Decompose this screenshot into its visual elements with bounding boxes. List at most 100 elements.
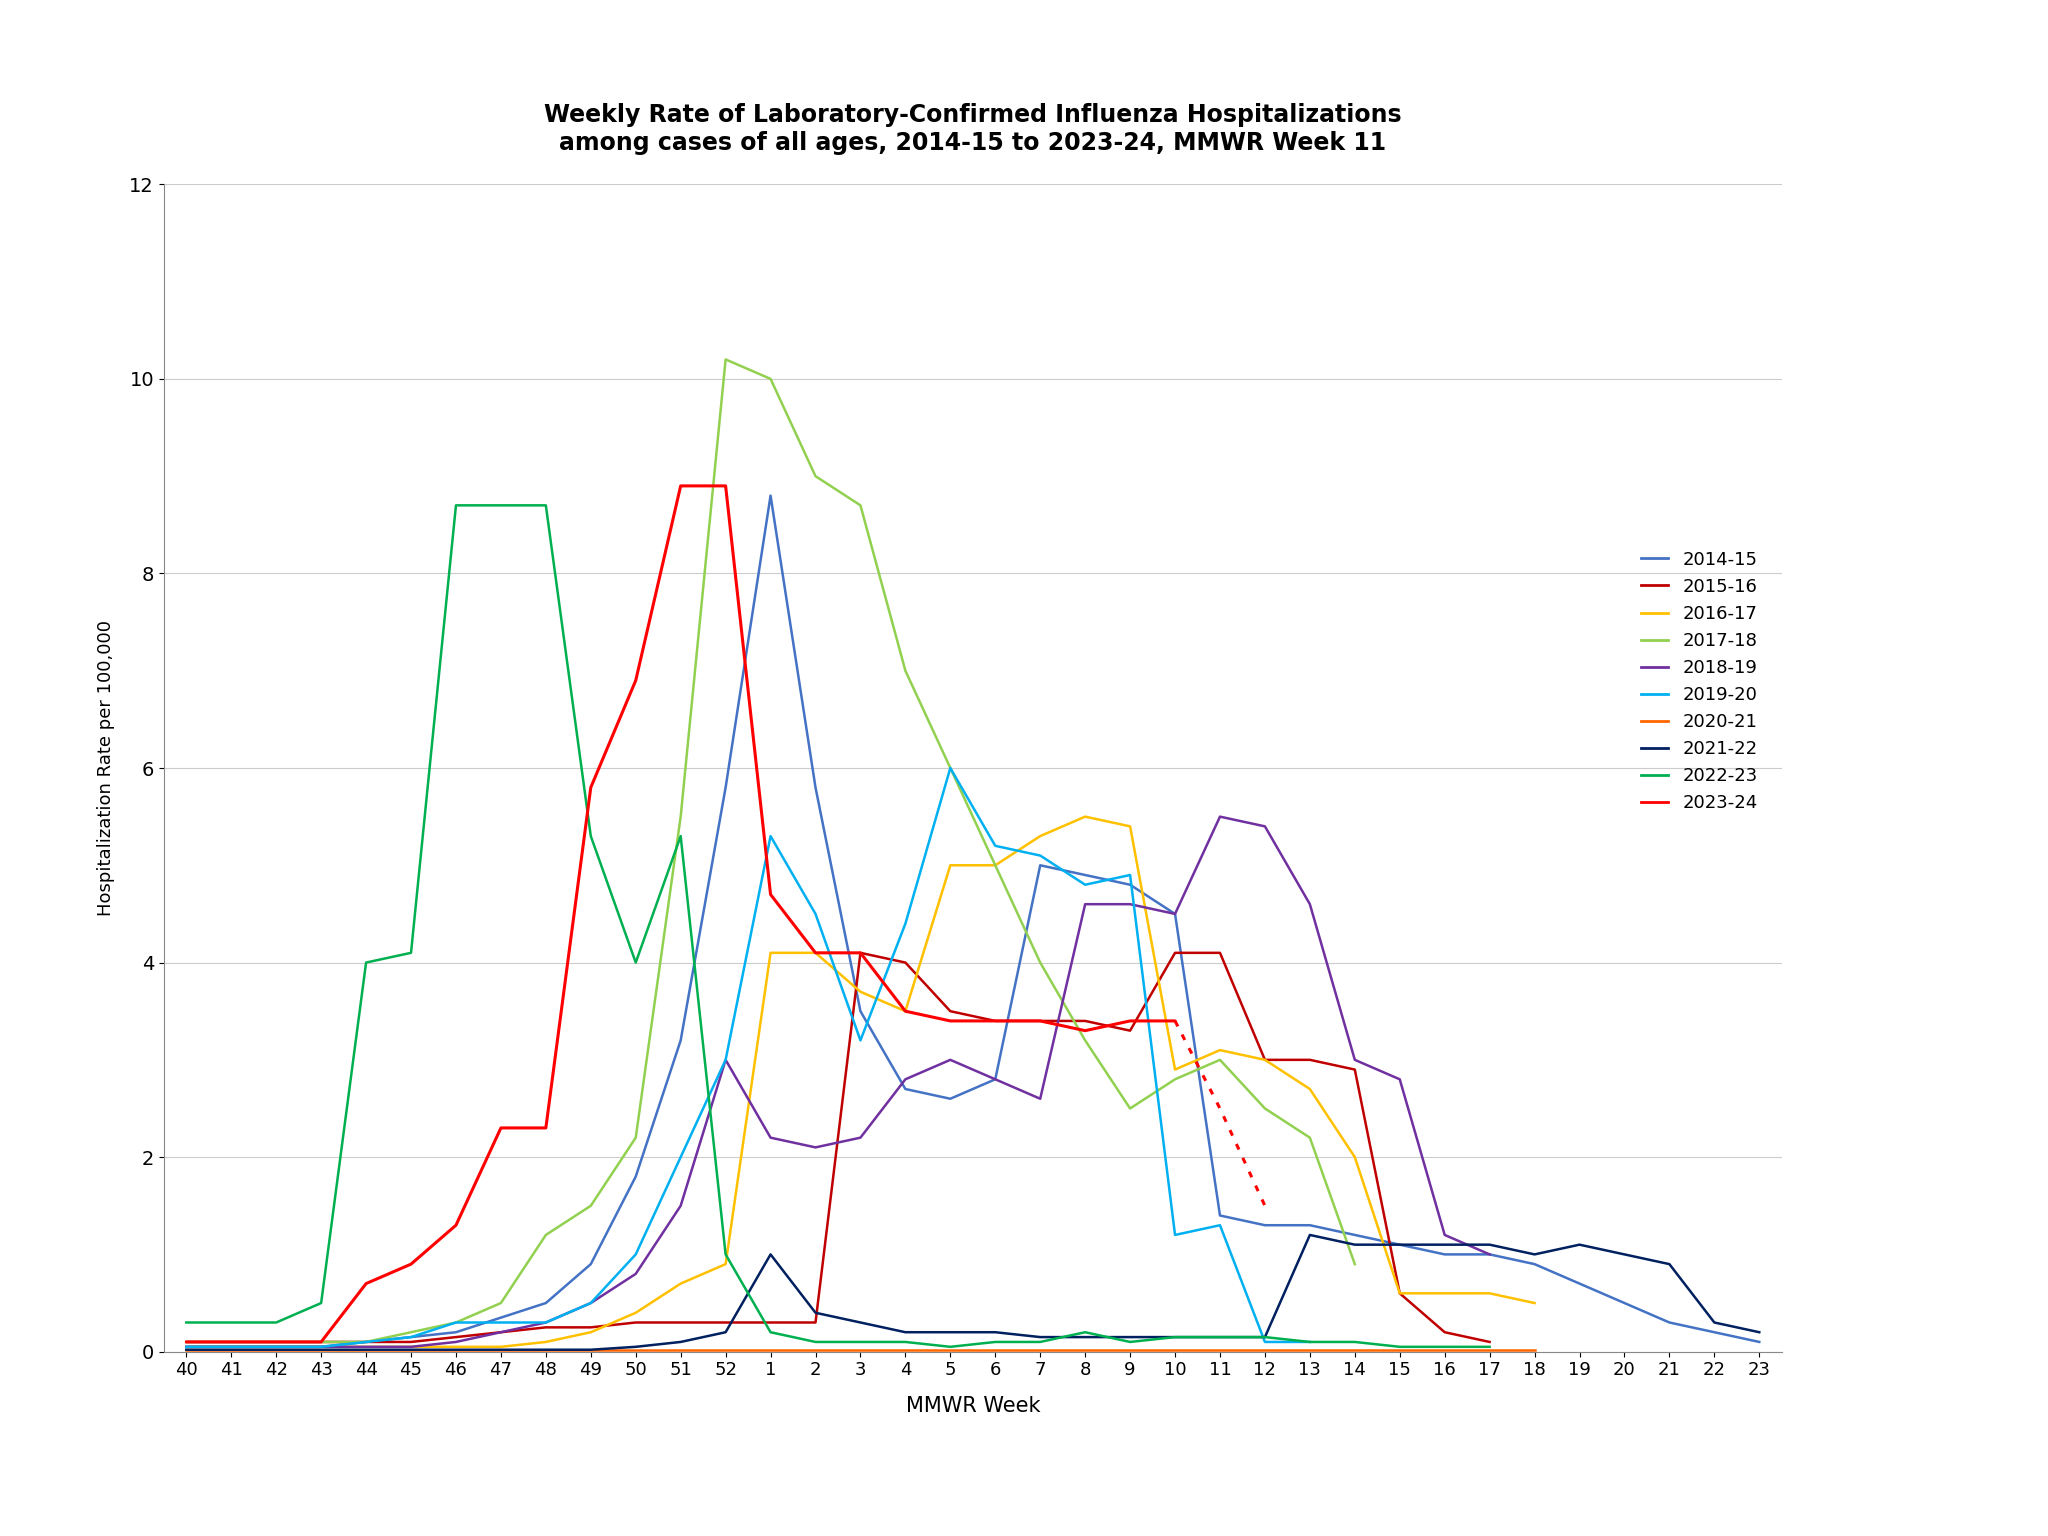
2016-17: [1028, 826, 1053, 845]
2020-21: [489, 1341, 514, 1359]
2019-20: [1298, 1333, 1323, 1352]
2017-18: [219, 1333, 244, 1352]
2019-20: [1073, 876, 1098, 894]
2014-15: [174, 1338, 199, 1356]
2017-18: [1118, 1100, 1143, 1118]
2015-16: [1163, 943, 1188, 962]
2016-17: [399, 1338, 424, 1356]
2023-24: [444, 1217, 469, 1235]
2019-20: [893, 914, 918, 932]
2015-16: [1432, 1322, 1456, 1341]
2023-24: [354, 1275, 379, 1293]
2022-23: [983, 1333, 1008, 1352]
2014-15: [938, 1089, 963, 1107]
X-axis label: MMWR Week: MMWR Week: [905, 1396, 1040, 1416]
2016-17: [1477, 1284, 1501, 1303]
2020-21: [758, 1341, 782, 1359]
2014-15: [535, 1293, 559, 1312]
2016-17: [535, 1333, 559, 1352]
2022-23: [1298, 1333, 1323, 1352]
2023-24: [848, 943, 872, 962]
2021-22: [1386, 1235, 1411, 1253]
2021-22: [1522, 1246, 1546, 1264]
2020-21: [1298, 1341, 1323, 1359]
2017-18: [668, 808, 692, 826]
2016-17: [264, 1338, 289, 1356]
2022-23: [758, 1322, 782, 1341]
2014-15: [489, 1309, 514, 1327]
2016-17: [1253, 1051, 1278, 1069]
2018-19: [219, 1338, 244, 1356]
2022-23: [489, 496, 514, 515]
2021-22: [1612, 1246, 1636, 1264]
2015-16: [803, 1313, 827, 1332]
2015-16: [1028, 1012, 1053, 1031]
2021-22: [803, 1304, 827, 1322]
2018-19: [1118, 895, 1143, 914]
2018-19: [758, 1129, 782, 1147]
2016-17: [713, 1255, 737, 1273]
2014-15: [983, 1071, 1008, 1089]
2021-22: [1208, 1327, 1233, 1346]
2016-17: [848, 983, 872, 1001]
2015-16: [578, 1318, 602, 1336]
2023-24: [578, 779, 602, 797]
2016-17: [983, 856, 1008, 874]
2021-22: [668, 1333, 692, 1352]
2018-19: [983, 1071, 1008, 1089]
2021-22: [1432, 1235, 1456, 1253]
2021-22: [535, 1341, 559, 1359]
2019-20: [848, 1031, 872, 1049]
2015-16: [848, 943, 872, 962]
2017-18: [1253, 1100, 1278, 1118]
2014-15: [1522, 1255, 1546, 1273]
2019-20: [399, 1327, 424, 1346]
2021-22: [1118, 1327, 1143, 1346]
2020-21: [1386, 1341, 1411, 1359]
2016-17: [668, 1275, 692, 1293]
Line: 2015-16: 2015-16: [186, 952, 1489, 1342]
2019-20: [668, 1147, 692, 1166]
2017-18: [848, 496, 872, 515]
2016-17: [578, 1322, 602, 1341]
2017-18: [1163, 1071, 1188, 1089]
2015-16: [623, 1313, 647, 1332]
2022-23: [174, 1313, 199, 1332]
2020-21: [444, 1341, 469, 1359]
2019-20: [758, 826, 782, 845]
2016-17: [1208, 1041, 1233, 1060]
2017-18: [264, 1333, 289, 1352]
2015-16: [713, 1313, 737, 1332]
2014-15: [444, 1322, 469, 1341]
2023-24: [1073, 1021, 1098, 1040]
2023-24: [758, 885, 782, 903]
2015-16: [219, 1333, 244, 1352]
2023-24: [535, 1118, 559, 1137]
2021-22: [848, 1313, 872, 1332]
2021-22: [1028, 1327, 1053, 1346]
2020-21: [893, 1341, 918, 1359]
2022-23: [938, 1338, 963, 1356]
2014-15: [1028, 856, 1053, 874]
2021-22: [1298, 1226, 1323, 1244]
2014-15: [578, 1255, 602, 1273]
2020-21: [668, 1341, 692, 1359]
2021-22: [174, 1341, 199, 1359]
2022-23: [1253, 1327, 1278, 1346]
2023-24: [264, 1333, 289, 1352]
2015-16: [309, 1333, 334, 1352]
2023-24: [1118, 1012, 1143, 1031]
2015-16: [174, 1333, 199, 1352]
2019-20: [309, 1338, 334, 1356]
2016-17: [489, 1338, 514, 1356]
2016-17: [219, 1338, 244, 1356]
2017-18: [803, 467, 827, 485]
2017-18: [893, 662, 918, 680]
2017-18: [938, 759, 963, 777]
2014-15: [1343, 1226, 1368, 1244]
2016-17: [1118, 817, 1143, 836]
2023-24: [803, 943, 827, 962]
2020-21: [938, 1341, 963, 1359]
2014-15: [1386, 1235, 1411, 1253]
2022-23: [1028, 1333, 1053, 1352]
